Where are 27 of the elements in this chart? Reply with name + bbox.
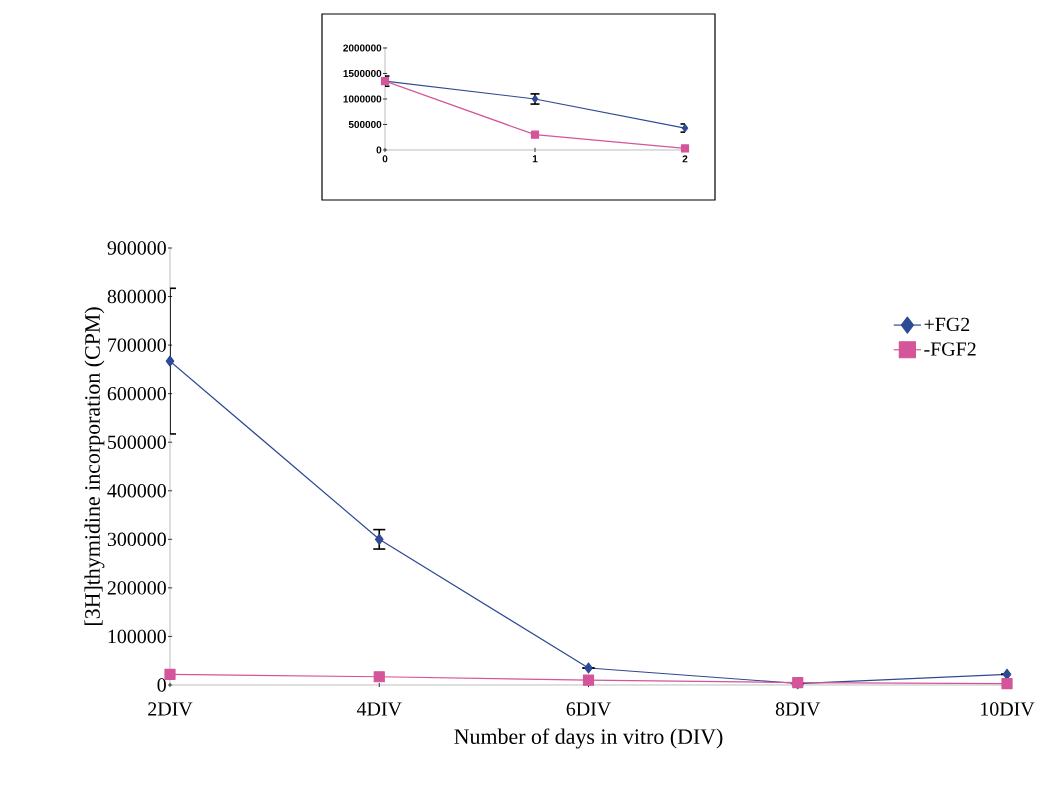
y-tick-label: 500000 <box>348 120 382 128</box>
y-tick-label: 700000 <box>108 338 166 352</box>
y-axis-title: [3H]thymidine incorporation (CPM) <box>84 307 105 625</box>
legend-label: +FG2 <box>924 317 970 332</box>
y-tick-label: 200000 <box>107 581 166 595</box>
y-tick-label: 900000 <box>107 241 166 255</box>
y-tick-label: 1000000 <box>343 95 382 103</box>
x-tick-label: 10DIV <box>981 702 1035 716</box>
y-tick-label: 500000 <box>108 435 166 449</box>
y-tick-label: 800000 <box>107 289 166 304</box>
x-axis-title: Number of days in vitro (DIV) <box>454 728 723 749</box>
y-tick-label: 0 <box>157 678 166 692</box>
y-tick-label: 100000 <box>108 629 166 644</box>
x-tick-label: 4DIV <box>356 702 402 716</box>
legend-label: -FGF2 <box>924 342 976 356</box>
x-tick-label: 0 <box>382 155 388 163</box>
y-tick-label: 600000 <box>107 386 166 401</box>
x-tick-label: 2 <box>682 155 688 163</box>
y-tick-label: 1500000 <box>343 69 382 78</box>
y-tick-label: 300000 <box>107 532 166 547</box>
y-tick-label: 400000 <box>107 484 166 498</box>
x-tick-label: 1 <box>532 155 538 163</box>
x-tick-label: 8DIV <box>775 702 821 716</box>
y-tick-label: 2000000 <box>343 44 382 52</box>
y-tick-label: 0 <box>376 146 382 154</box>
x-tick-label: 2DIV <box>148 702 193 716</box>
x-tick-label: 6DIV <box>566 702 611 716</box>
